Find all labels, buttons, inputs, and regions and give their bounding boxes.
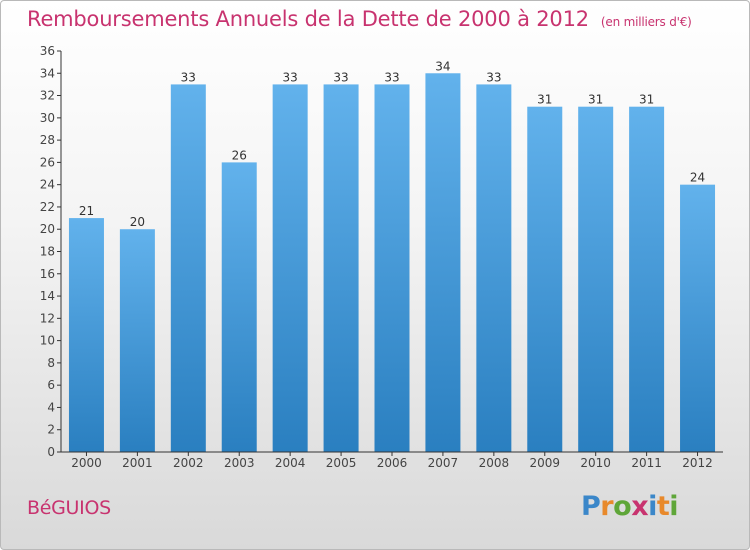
chart-title: Remboursements Annuels de la Dette de 20…: [27, 7, 692, 31]
bar-2002: [170, 84, 206, 453]
x-tick-label: 2009: [529, 456, 560, 470]
y-tick-label: 32: [40, 89, 55, 103]
y-tick-label: 26: [40, 155, 55, 169]
y-tick-label: 4: [47, 400, 55, 414]
bar-value-label: 33: [181, 70, 196, 84]
logo-letter: t: [656, 491, 670, 522]
y-tick-label: 14: [40, 289, 55, 303]
y-tick-label: 10: [40, 334, 55, 348]
bar-value-label: 31: [588, 93, 603, 107]
bar-2011: [629, 106, 665, 452]
x-tick-label: 2003: [224, 456, 255, 470]
y-tick-label: 16: [40, 267, 55, 281]
bars-group: 21 20 33 26 33 33 33 34 33 31 31 31 24: [68, 59, 716, 453]
city-name: BéGUIOS: [27, 497, 111, 519]
bar-value-label: 21: [79, 204, 94, 218]
y-tick-label: 0: [47, 445, 55, 459]
bar-value-label: 31: [639, 93, 654, 107]
bar-2008: [476, 84, 512, 453]
y-tick-label: 2: [47, 423, 55, 437]
x-tick-label: 2011: [631, 456, 662, 470]
x-tick-label: 2001: [122, 456, 153, 470]
bar-value-label: 33: [283, 70, 298, 84]
logo-letter: P: [581, 491, 601, 522]
bar-value-label: 31: [537, 93, 552, 107]
logo-letter: i: [648, 491, 657, 522]
logo-letter: i: [669, 491, 679, 522]
y-tick-label: 22: [40, 200, 55, 214]
x-tick-label: 2007: [428, 456, 459, 470]
y-tick-label: 36: [40, 44, 55, 58]
y-tick-label: 30: [40, 111, 55, 125]
x-tick-label: 2010: [580, 456, 611, 470]
bar-2004: [272, 84, 308, 453]
x-tick-label: 2012: [682, 456, 713, 470]
proxiti-logo[interactable]: Proxiti: [581, 491, 679, 522]
bar-value-label: 33: [384, 70, 399, 84]
bar-2009: [527, 106, 563, 452]
y-tick-label: 24: [40, 178, 55, 192]
bar-2007: [425, 73, 461, 453]
y-tick-label: 20: [40, 222, 55, 236]
logo-letter: x: [631, 491, 649, 522]
chart-unit-label: (en milliers d'€): [600, 15, 692, 29]
bar-2000: [68, 218, 104, 452]
y-tick-label: 18: [40, 245, 55, 259]
x-tick-label: 2005: [326, 456, 357, 470]
bar-2005: [323, 84, 359, 453]
x-tick-label: 2004: [275, 456, 306, 470]
logo-letter: o: [613, 491, 632, 522]
bar-value-label: 26: [232, 148, 247, 162]
y-tick-label: 34: [40, 66, 55, 80]
bar-value-label: 20: [130, 215, 145, 229]
chart-title-text: Remboursements Annuels de la Dette de 20…: [27, 7, 589, 31]
logo-letter: r: [600, 491, 614, 522]
y-tick-label: 6: [47, 378, 55, 392]
y-tick-label: 28: [40, 133, 55, 147]
bar-2012: [680, 184, 716, 452]
bar-2006: [374, 84, 410, 453]
bar-value-label: 33: [333, 70, 348, 84]
x-tick-label: 2000: [71, 456, 102, 470]
bar-2010: [578, 106, 614, 452]
x-tick-label: 2006: [377, 456, 408, 470]
y-tick-label: 12: [40, 311, 55, 325]
x-tick-label: 2002: [173, 456, 204, 470]
bar-value-label: 34: [435, 59, 450, 73]
y-tick-label: 8: [47, 356, 55, 370]
x-tick-label: 2008: [479, 456, 510, 470]
bar-value-label: 24: [690, 171, 705, 185]
bar-value-label: 33: [486, 70, 501, 84]
bar-2003: [221, 162, 257, 452]
bar-2001: [119, 229, 155, 452]
